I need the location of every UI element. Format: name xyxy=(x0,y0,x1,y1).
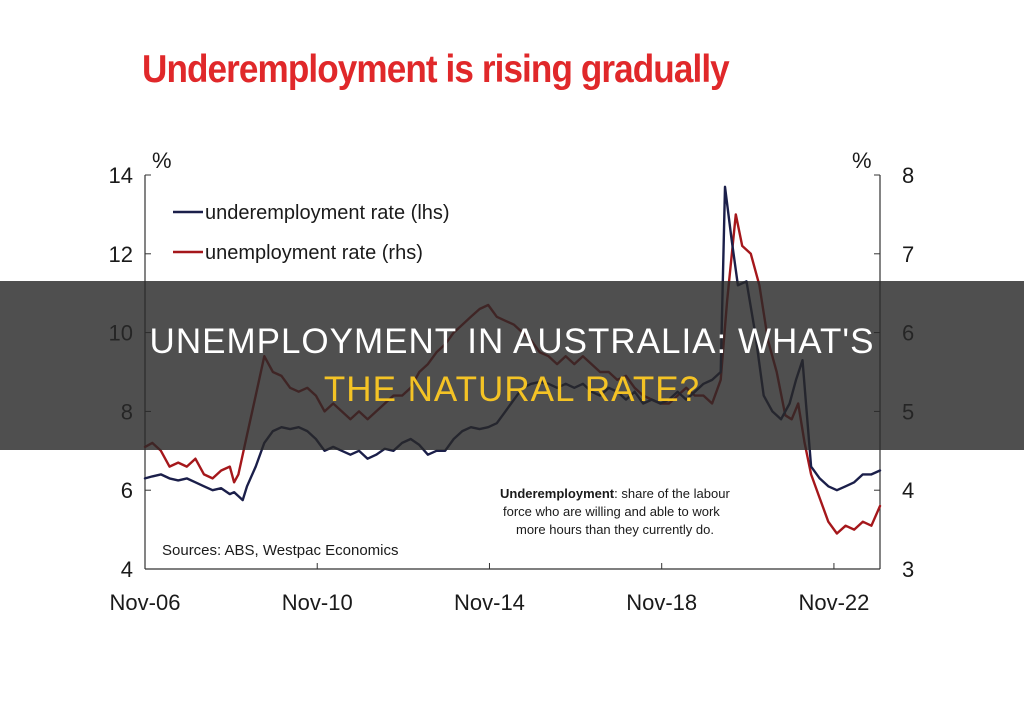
source-note: Sources: ABS, Westpac Economics xyxy=(162,542,399,559)
x-axis-ticks: Nov-06 Nov-10 Nov-14 Nov-18 Nov-22 xyxy=(110,563,869,615)
right-tick-label: 7 xyxy=(902,242,914,267)
annotation-line-3: more hours than they currently do. xyxy=(516,522,714,537)
x-tick-label: Nov-14 xyxy=(454,590,525,615)
legend-label-underemployment: underemployment rate (lhs) xyxy=(205,202,450,224)
left-axis-unit: % xyxy=(152,148,172,173)
x-tick-label: Nov-06 xyxy=(110,590,181,615)
annotation-line-2: force who are willing and able to work xyxy=(503,504,720,519)
right-tick-label: 3 xyxy=(902,557,914,582)
chart-title: Underemployment is rising gradually xyxy=(142,48,730,91)
left-tick-label: 14 xyxy=(109,163,133,188)
left-tick-label: 12 xyxy=(109,242,133,267)
definition-annotation: Underemployment: share of the labour for… xyxy=(500,486,730,537)
banner-title-line-2: THE NATURAL RATE? xyxy=(323,369,701,409)
left-tick-label: 4 xyxy=(121,557,133,582)
annotation-line-1: Underemployment: share of the labour xyxy=(500,486,730,501)
legend-label-unemployment: unemployment rate (rhs) xyxy=(205,242,423,264)
x-tick-label: Nov-22 xyxy=(798,590,869,615)
title-banner: UNEMPLOYMENT IN AUSTRALIA: WHAT'S THE NA… xyxy=(0,281,1024,450)
legend: underemployment rate (lhs) unemployment … xyxy=(173,202,450,264)
right-tick-label: 4 xyxy=(902,478,914,503)
annotation-text: : share of the labour xyxy=(614,486,730,501)
right-axis-unit: % xyxy=(852,148,872,173)
x-tick-label: Nov-10 xyxy=(282,590,353,615)
annotation-term: Underemployment xyxy=(500,486,615,501)
left-tick-label: 6 xyxy=(121,478,133,503)
banner-title-line-1: UNEMPLOYMENT IN AUSTRALIA: WHAT'S xyxy=(149,321,875,361)
x-tick-label: Nov-18 xyxy=(626,590,697,615)
right-tick-label: 8 xyxy=(902,163,914,188)
